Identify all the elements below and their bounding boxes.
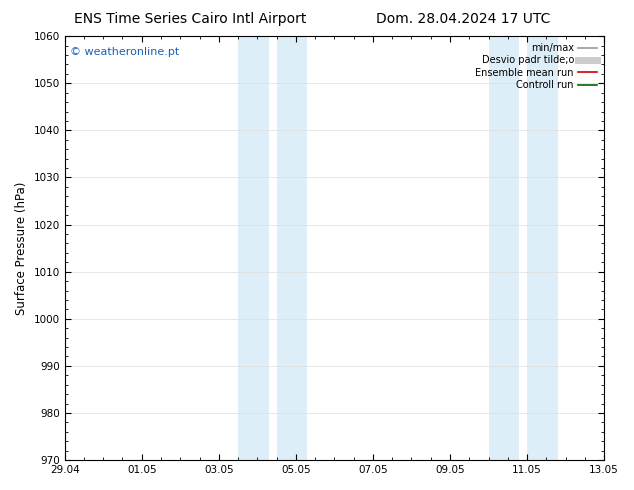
Bar [527, 36, 558, 460]
Bar [238, 36, 269, 460]
Bar [489, 36, 519, 460]
Text: Dom. 28.04.2024 17 UTC: Dom. 28.04.2024 17 UTC [375, 12, 550, 26]
Text: © weatheronline.pt: © weatheronline.pt [70, 47, 179, 57]
Legend: min/max, Desvio padr tilde;o, Ensemble mean run, Controll run: min/max, Desvio padr tilde;o, Ensemble m… [474, 41, 599, 92]
Text: ENS Time Series Cairo Intl Airport: ENS Time Series Cairo Intl Airport [74, 12, 306, 26]
Y-axis label: Surface Pressure (hPa): Surface Pressure (hPa) [15, 181, 28, 315]
Bar [276, 36, 307, 460]
